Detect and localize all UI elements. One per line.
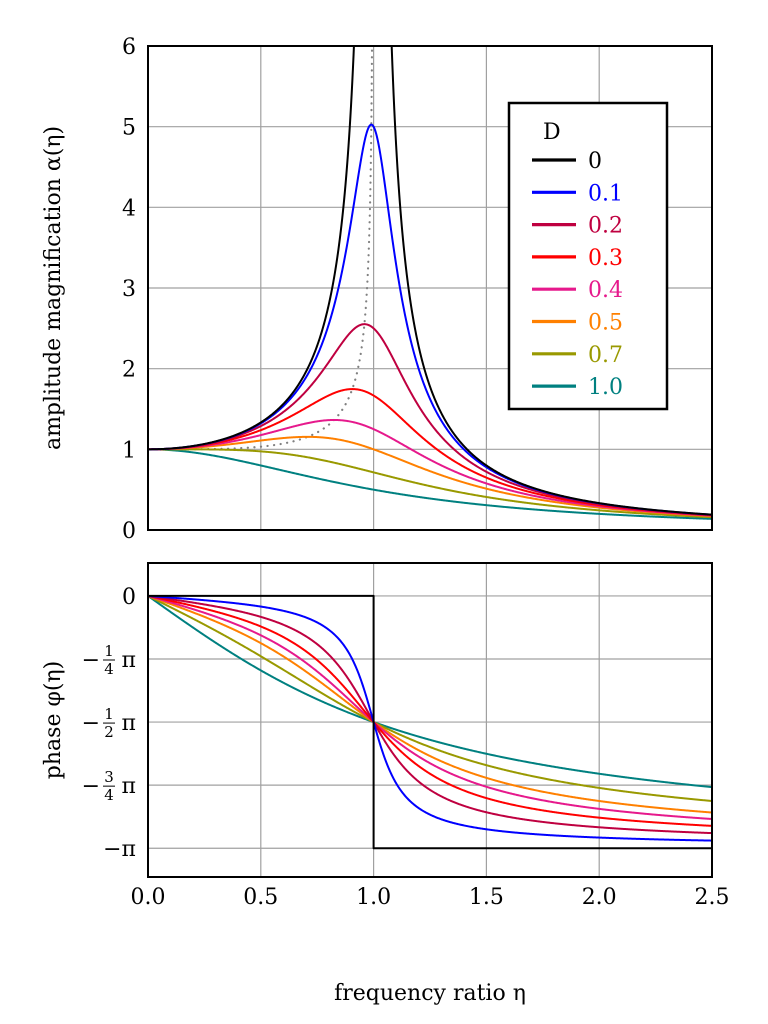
amplitude-y-tick-label: 6 xyxy=(122,35,136,60)
x-tick-label: 2.5 xyxy=(695,885,730,910)
tick-text: −π xyxy=(103,837,136,862)
tick-text: 0 xyxy=(122,585,136,610)
tick-numerator: 1 xyxy=(104,705,114,723)
peak-locus-dotted-curve xyxy=(148,46,374,451)
legend: D 0 0.1 0.2 0.3 0.4 0.5 0.7 1.0 xyxy=(507,101,669,411)
x-tick-label: 1.5 xyxy=(469,885,504,910)
phase-curve-D-0_4 xyxy=(148,594,712,820)
phase-curve-D-0_2 xyxy=(148,594,712,835)
phase-y-tick-label: 0 xyxy=(122,585,136,610)
phase-curve-D-0_1 xyxy=(148,594,712,842)
amplitude-y-axis-label: amplitude magnification α(η) xyxy=(41,126,66,450)
tick-denominator: 2 xyxy=(104,723,114,741)
x-tick-label: 0.0 xyxy=(131,885,166,910)
x-tick-label: 0.5 xyxy=(243,885,278,910)
tick-sign: − xyxy=(82,774,100,799)
amplitude-curve-D-0_4 xyxy=(148,418,712,517)
legend-title: D xyxy=(543,120,561,145)
amplitude-curve-D-1_0 xyxy=(148,448,712,520)
legend-entry: 0.1 xyxy=(532,181,623,206)
amplitude-y-tick-label: 5 xyxy=(122,116,136,141)
x-tick-label: 2.0 xyxy=(582,885,617,910)
amplitude-curve-D-0_5 xyxy=(148,435,712,518)
x-tick-label: 1.0 xyxy=(356,885,391,910)
x-ticks: 0.0 0.5 1.0 1.5 2.0 2.5 xyxy=(131,885,730,910)
amplitude-curves xyxy=(148,46,712,520)
legend-label: 1.0 xyxy=(588,375,623,400)
legend-label: 0.3 xyxy=(588,246,623,271)
phase-y-axis-label: phase φ(η) xyxy=(41,661,66,779)
legend-entry: 0 xyxy=(532,149,602,174)
amplitude-y-tick-label: 1 xyxy=(122,438,136,463)
tick-pi: π xyxy=(122,648,136,673)
amplitude-y-tick-label: 3 xyxy=(122,277,136,302)
phase-y-ticks: 0− 14 π− 12 π− 34 π−π xyxy=(82,585,136,862)
legend-label: 0.2 xyxy=(588,214,623,239)
legend-entry: 0.4 xyxy=(532,278,623,303)
amplitude-y-tick-label: 0 xyxy=(122,519,136,544)
amplitude-y-tick-label: 2 xyxy=(122,358,136,383)
legend-label: 0.7 xyxy=(588,343,623,368)
legend-entries: 0 0.1 0.2 0.3 0.4 0.5 0.7 1.0 xyxy=(532,149,623,400)
tick-denominator: 4 xyxy=(104,786,114,804)
tick-denominator: 4 xyxy=(104,660,114,678)
amplitude-y-ticks: 0 1 2 3 4 5 6 xyxy=(122,35,136,544)
phase-curves xyxy=(148,594,712,850)
tick-pi: π xyxy=(122,774,136,799)
legend-entry: 0.5 xyxy=(532,311,623,336)
legend-entry: 0.3 xyxy=(532,246,623,271)
tick-numerator: 3 xyxy=(104,768,114,786)
phase-plot-frame xyxy=(147,562,713,878)
legend-label: 0.5 xyxy=(588,311,623,336)
phase-y-tick-label: −14 π xyxy=(82,642,136,678)
tick-sign: − xyxy=(82,648,100,673)
phase-curve-D-0 xyxy=(148,594,712,850)
amplitude-plot-frame xyxy=(147,45,713,531)
tick-numerator: 1 xyxy=(104,642,114,660)
amplitude-curve-D-0_7 xyxy=(148,448,712,519)
phase-y-tick-label: −12 π xyxy=(82,705,136,741)
amplitude-y-tick-label: 4 xyxy=(122,196,136,221)
legend-label: 0.4 xyxy=(588,278,623,303)
phase-y-tick-label: −34 π xyxy=(82,768,136,804)
tick-sign: − xyxy=(82,711,100,736)
amplitude-panel: 0 1 2 3 4 5 6 amplitude magnification α(η) D 0… xyxy=(41,35,713,544)
legend-label: 0 xyxy=(588,149,602,174)
phase-curve-D-0_7 xyxy=(148,595,712,802)
tick-pi: π xyxy=(122,711,136,736)
legend-label: 0.1 xyxy=(588,181,623,206)
legend-entry: 1.0 xyxy=(532,375,623,400)
phase-panel: 0− 14 π− 12 π− 34 π−π 0.0 0.5 1.0 1.5 2.0 2.5 phase… xyxy=(41,562,730,1006)
phase-curve-D-0_5 xyxy=(148,594,712,814)
amplitude-curve-D-0 xyxy=(148,46,712,516)
legend-entry: 0.7 xyxy=(532,343,623,368)
legend-entry: 0.2 xyxy=(532,214,623,239)
phase-curve-D-0_3 xyxy=(148,594,712,827)
x-axis-label: frequency ratio η xyxy=(334,981,526,1006)
phase-curve-D-1_0 xyxy=(148,595,712,789)
phase-y-tick-label: −π xyxy=(103,837,136,862)
